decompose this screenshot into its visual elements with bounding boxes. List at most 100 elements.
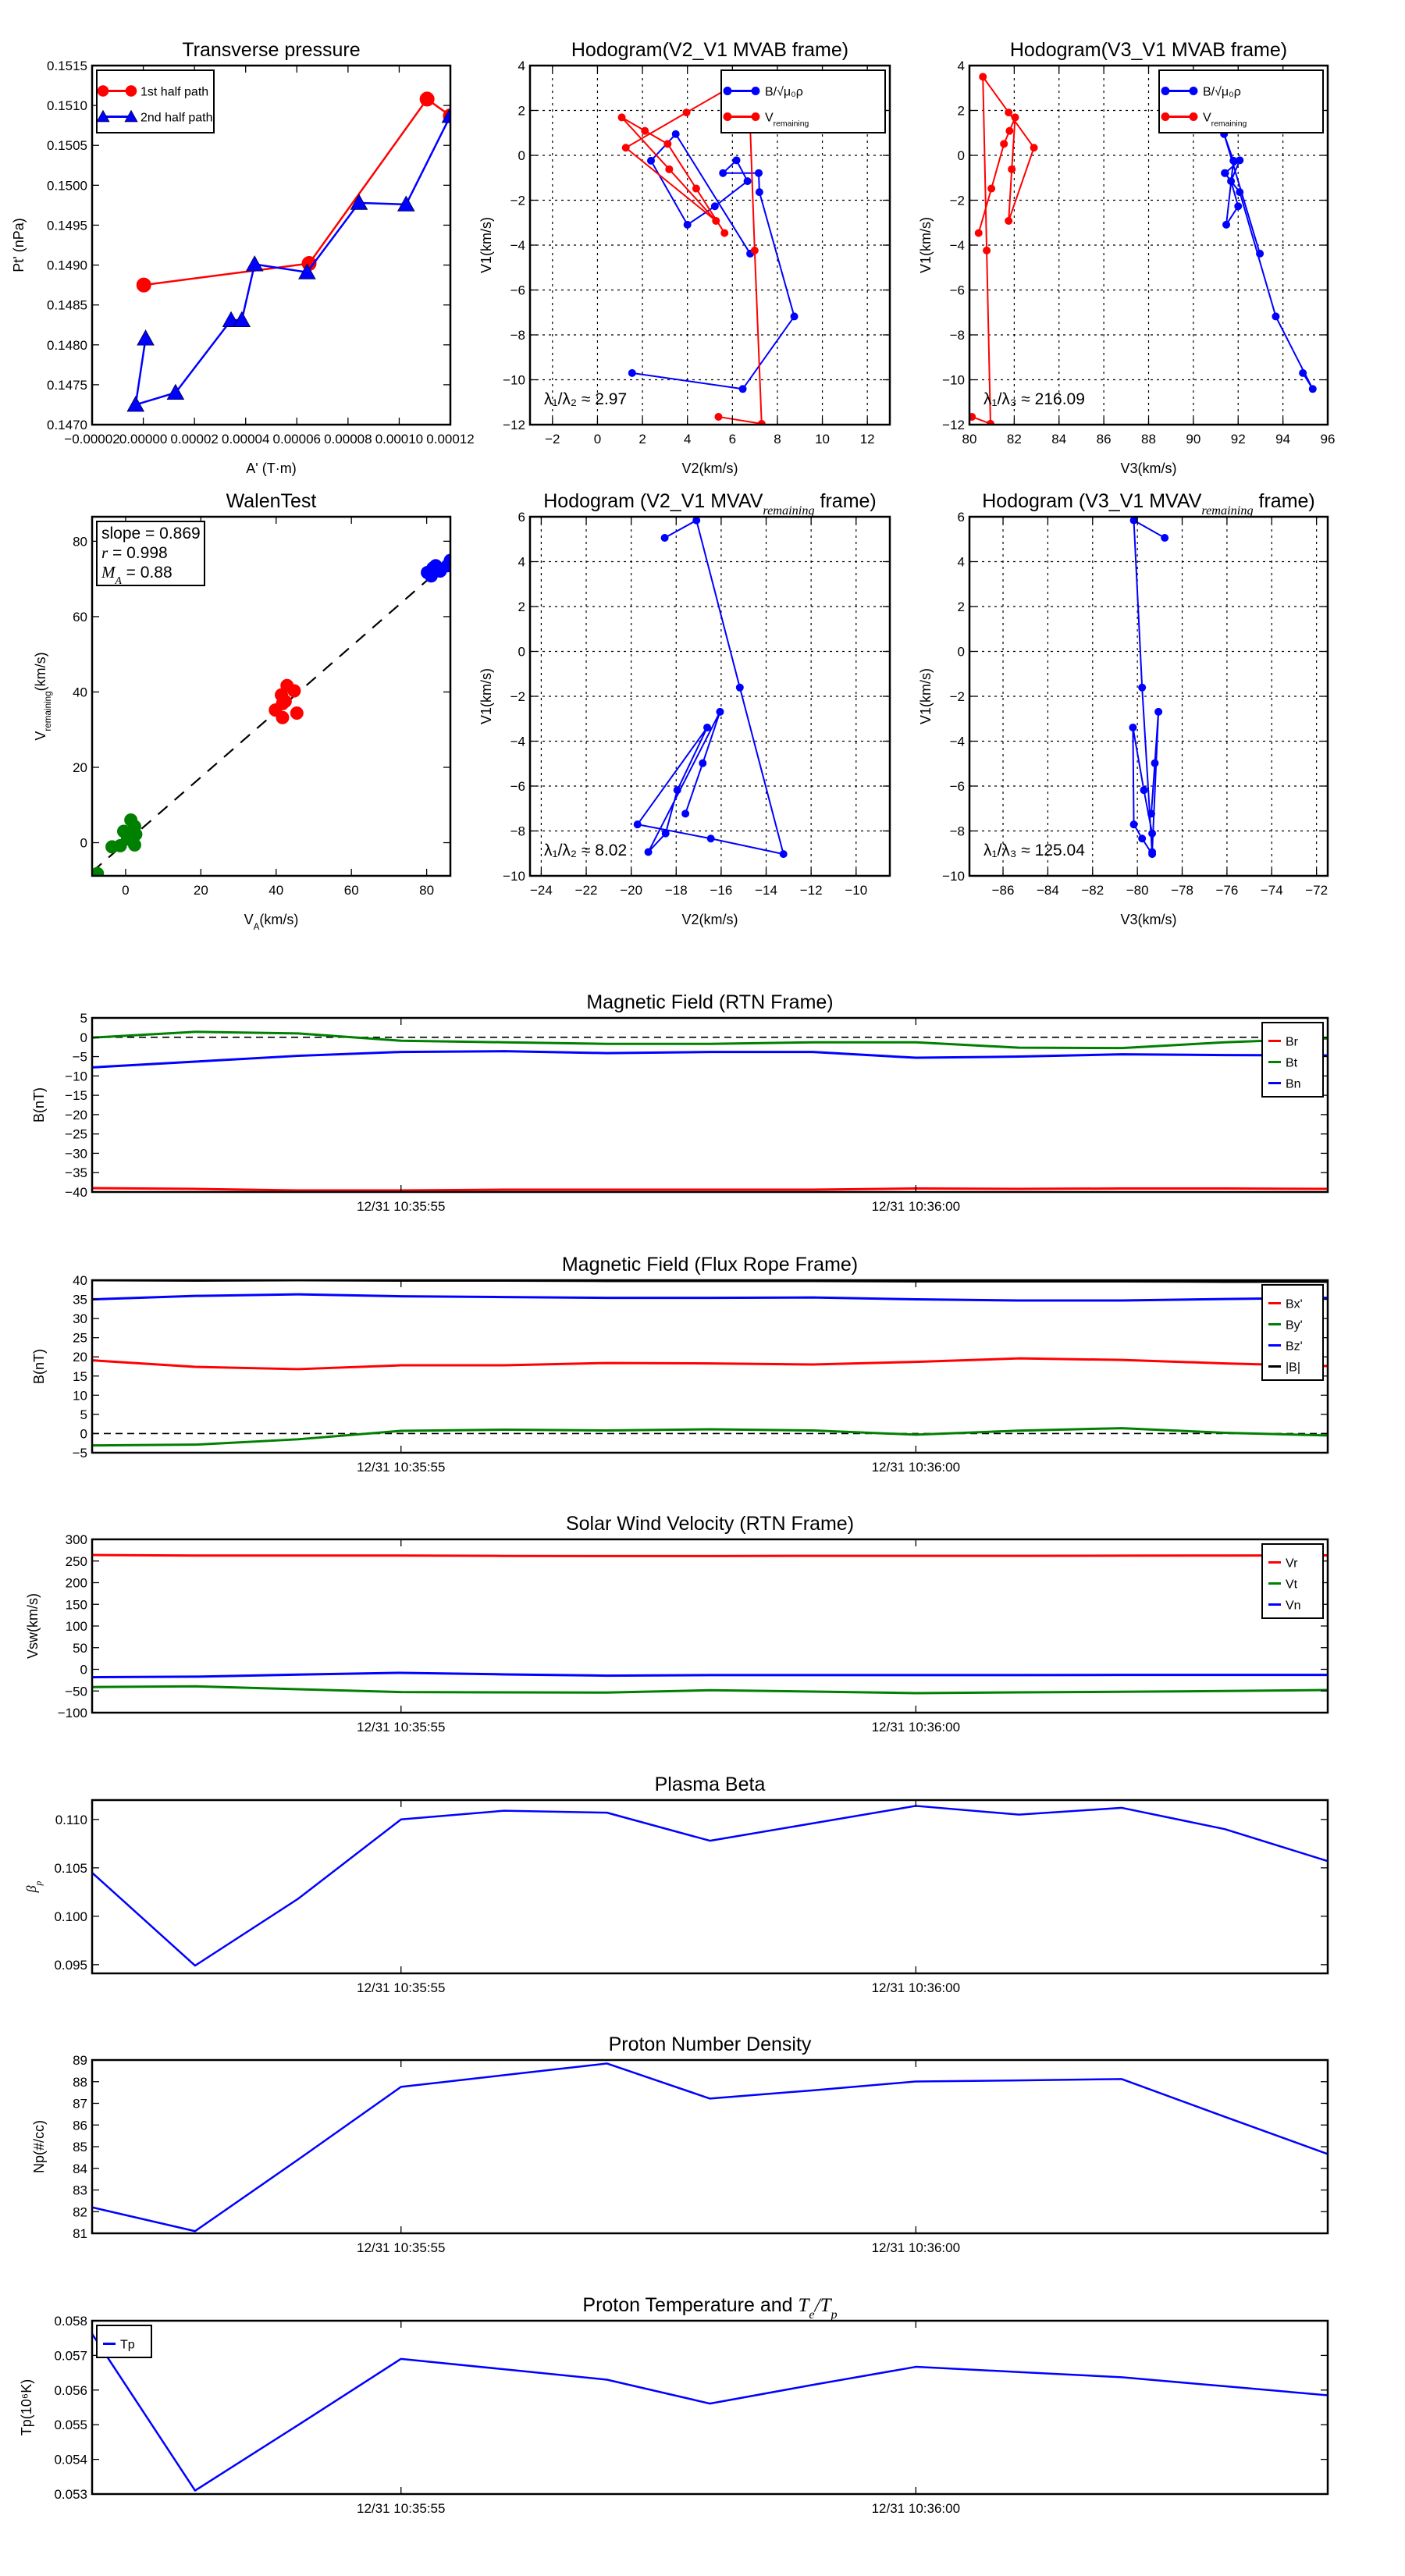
data-point xyxy=(692,517,701,525)
legend-label: Bt xyxy=(1286,1057,1298,1070)
legend-marker xyxy=(124,109,138,123)
x-tick-label: −20 xyxy=(620,883,642,898)
data-point xyxy=(979,73,987,81)
data-point xyxy=(350,194,368,210)
data-point xyxy=(732,156,741,165)
y-tick-label: 0.053 xyxy=(54,2487,87,2502)
data-point xyxy=(443,553,450,568)
stats-line: slope = 0.869 xyxy=(101,525,201,543)
y-tick-label: 0.056 xyxy=(54,2383,87,2398)
legend: Tp xyxy=(96,2325,152,2358)
data-point xyxy=(1005,126,1014,135)
data-point xyxy=(1221,169,1229,177)
y-tick-label: 300 xyxy=(66,1532,87,1547)
y-tick-label: −10 xyxy=(942,869,965,884)
y-axis-label: V1(km/s) xyxy=(478,668,494,724)
data-point xyxy=(1030,144,1038,152)
chart-proton-temperature: 12/31 10:35:55 12/31 10:36:00 0.053 0.054 0.… xyxy=(19,2294,1329,2516)
x-tick-label: 12/31 10:36:00 xyxy=(872,1980,960,1995)
text-segment: frame) xyxy=(1254,490,1315,512)
y-tick-label: 0.100 xyxy=(54,1909,87,1924)
legend: 1st half path 2nd half path xyxy=(96,69,215,133)
data-point xyxy=(1236,188,1244,197)
x-axis-label: V3(km/s) xyxy=(1121,461,1177,476)
x-tick-label: 12/31 10:35:55 xyxy=(357,2240,445,2255)
y-tick-label: 0 xyxy=(518,645,525,660)
data-point xyxy=(1005,216,1013,225)
data-point xyxy=(278,695,292,709)
data-point xyxy=(1000,140,1008,148)
x-tick-label: −2 xyxy=(545,432,560,447)
data-point xyxy=(137,329,155,346)
y-tick-label: −20 xyxy=(65,1108,87,1123)
chart-hodogram-v2-v1-mvab: −2 0 2 4 6 8 10 12 −12 −10 −8 −6 −4 −2 0 2 4 Hodogram(V2_… xyxy=(478,39,891,476)
y-tick-label: 2 xyxy=(518,104,525,119)
x-axis-label: A' (T·m) xyxy=(246,461,296,476)
data-point xyxy=(419,91,435,107)
x-tick-label: −0.00002 xyxy=(64,432,119,447)
y-tick-label: 0 xyxy=(80,1663,87,1678)
data-point xyxy=(287,684,301,698)
y-tick-label: −6 xyxy=(510,283,525,298)
y-tick-label: 87 xyxy=(73,2097,87,2112)
x-axis-label: V2(km/s) xyxy=(682,912,738,927)
chart-title: Hodogram (V3_V1 MVAVremaining frame) xyxy=(982,490,1315,518)
legend-item: Vr xyxy=(1268,1557,1298,1571)
data-point xyxy=(298,263,316,279)
data-layer xyxy=(92,1030,1328,1192)
data-layer xyxy=(92,2062,1328,2233)
legend: B/√μ₀ρ Vremaining xyxy=(1158,69,1324,133)
text-segment: Proton Temperature and xyxy=(582,2294,798,2316)
y-tick-label: −2 xyxy=(510,194,525,208)
data-point xyxy=(290,706,304,720)
legend-marker xyxy=(1161,87,1170,95)
text-segment: /T xyxy=(813,2295,833,2316)
legend-label: B/√μ₀ρ xyxy=(765,86,803,99)
x-tick-label: −14 xyxy=(755,883,777,898)
data-point xyxy=(1308,385,1317,393)
data-point xyxy=(719,169,727,177)
x-tick-label: 12/31 10:36:00 xyxy=(872,1460,960,1475)
series-line-bn xyxy=(92,1050,1328,1069)
legend-item: Bz' xyxy=(1268,1340,1303,1354)
y-tick-label: 10 xyxy=(73,1388,87,1403)
text-segment: = 0.998 xyxy=(108,544,167,562)
legend: B/√μ₀ρ Vremaining xyxy=(720,69,886,133)
legend-label: Tp xyxy=(120,2339,135,2352)
y-tick-label: 0.1485 xyxy=(47,298,87,313)
y-tick-label: 2 xyxy=(958,600,965,614)
axes-frame xyxy=(91,1799,1329,1975)
series-line-bt xyxy=(92,1030,1328,1050)
plot-area xyxy=(92,1280,1328,1453)
y-tick-label: 35 xyxy=(73,1293,87,1308)
x-tick-label: 0.00008 xyxy=(324,432,372,447)
legend-item: By' xyxy=(1268,1319,1303,1332)
text-segment: M xyxy=(101,563,116,582)
x-axis-label: VA(km/s) xyxy=(244,912,299,932)
data-point xyxy=(665,165,674,173)
data-point xyxy=(441,106,450,123)
y-tick-label: 0.054 xyxy=(54,2453,87,2467)
text-segment: p xyxy=(830,2307,837,2322)
data-point xyxy=(738,385,747,393)
y-tick-label: 0 xyxy=(80,1030,87,1045)
chart-title: Plasma Beta xyxy=(655,1774,766,1795)
y-tick-label: 0.1490 xyxy=(47,258,87,273)
legend: Bx' By' Bz' |B| xyxy=(1261,1284,1324,1381)
x-tick-label: −78 xyxy=(1171,883,1193,898)
chart-hodogram-v3-v1-mvav: −86 −84 −82 −80 −78 −76 −74 −72 −10 −8 −6 −4 −2 0 2 4 6 H… xyxy=(918,490,1329,927)
data-point xyxy=(750,246,759,254)
stats-line: r = 0.998 xyxy=(101,543,168,562)
y-axis-label: Tp(10⁶K) xyxy=(19,2379,34,2435)
legend-item: Vn xyxy=(1268,1599,1301,1613)
y-axis-label: βp xyxy=(23,1880,44,1893)
data-point xyxy=(1256,249,1264,258)
text-segment: e xyxy=(809,2307,814,2322)
x-tick-label: 86 xyxy=(1097,432,1112,447)
y-tick-label: 83 xyxy=(73,2183,87,2198)
data-point xyxy=(710,202,719,211)
legend-item: B/√μ₀ρ xyxy=(723,86,803,99)
series-line-vr xyxy=(92,1553,1328,1557)
data-point xyxy=(1154,707,1163,716)
plot-area xyxy=(92,1539,1328,1713)
